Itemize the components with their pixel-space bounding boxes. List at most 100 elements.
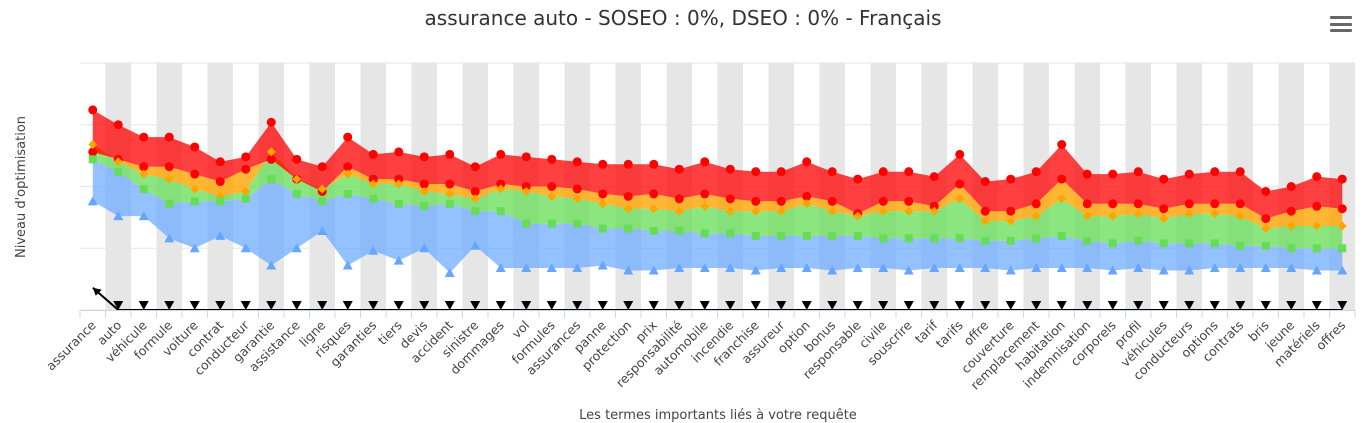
marker-high	[1261, 214, 1271, 224]
marker-low	[1210, 239, 1219, 248]
marker-page	[852, 301, 863, 310]
marker-min	[419, 243, 430, 253]
marker-min	[444, 267, 455, 277]
hamburger-menu-icon[interactable]	[1330, 16, 1352, 34]
marker-average	[394, 179, 404, 189]
marker-min	[1260, 263, 1271, 273]
marker-low	[879, 234, 888, 243]
marker-low	[216, 197, 225, 206]
marker-average	[343, 169, 353, 179]
marker-max	[878, 167, 888, 177]
marker-min	[1184, 265, 1195, 275]
marker-average	[1082, 211, 1092, 221]
marker-high	[190, 169, 200, 179]
marker-page	[1311, 301, 1322, 310]
marker-min	[1056, 263, 1067, 273]
marker-min	[189, 243, 200, 253]
marker-average	[1184, 209, 1194, 219]
marker-max	[929, 172, 939, 182]
marker-min	[495, 263, 506, 273]
marker-low	[165, 199, 174, 208]
marker-low	[573, 219, 582, 228]
marker-max	[419, 152, 429, 162]
marker-min	[623, 265, 634, 275]
marker-min	[546, 263, 557, 273]
marker-high	[623, 191, 633, 201]
marker-high	[1108, 199, 1118, 209]
marker-max	[266, 117, 276, 127]
marker-low	[777, 231, 786, 240]
marker-max	[317, 162, 327, 172]
marker-high	[419, 179, 429, 189]
marker-high	[1286, 206, 1296, 216]
marker-max	[521, 152, 531, 162]
marker-high	[470, 186, 480, 196]
marker-low	[1108, 239, 1117, 248]
marker-min	[929, 263, 940, 273]
marker-max	[343, 132, 353, 142]
marker-max	[1337, 174, 1347, 184]
marker-average	[241, 186, 251, 196]
marker-low	[1338, 244, 1347, 253]
marker-min	[291, 243, 302, 253]
marker-low	[471, 207, 480, 216]
marker-max	[1006, 174, 1016, 184]
marker-min	[1133, 263, 1144, 273]
marker-min	[266, 260, 277, 270]
marker-page	[929, 301, 940, 310]
marker-high	[1184, 199, 1194, 209]
marker-average	[88, 140, 98, 150]
x-tick-labels: assuranceautovéhiculeformulevoiturecontr…	[43, 317, 1348, 393]
marker-low	[904, 234, 913, 243]
marker-max	[572, 157, 582, 167]
marker-min	[164, 233, 175, 243]
marker-max	[955, 149, 965, 159]
marker-high	[751, 196, 761, 206]
marker-average	[139, 169, 149, 179]
marker-min	[113, 211, 124, 221]
area-low-average	[92, 144, 1343, 249]
marker-max	[547, 154, 557, 164]
x-tick-label: assurance	[43, 317, 99, 373]
marker-average	[470, 194, 480, 204]
marker-high	[980, 206, 990, 216]
marker-max	[496, 149, 506, 159]
marker-max	[1184, 169, 1194, 179]
marker-min	[470, 240, 481, 250]
marker-average	[1235, 211, 1245, 221]
marker-page	[980, 301, 991, 310]
marker-min	[87, 196, 98, 206]
marker-min	[954, 263, 965, 273]
marker-min	[521, 263, 532, 273]
marker-average	[1337, 221, 1347, 231]
marker-high	[572, 184, 582, 194]
marker-average	[598, 199, 608, 209]
marker-max	[113, 120, 123, 130]
marker-max	[980, 177, 990, 187]
marker-min	[1286, 263, 1297, 273]
marker-average	[1261, 223, 1271, 233]
marker-page	[444, 301, 455, 310]
series-areas	[92, 109, 1343, 273]
marker-min	[699, 263, 710, 273]
area-average-high	[92, 144, 1343, 229]
marker-high	[1031, 199, 1041, 209]
marker-high	[445, 179, 455, 189]
marker-average	[1057, 194, 1067, 204]
marker-min	[368, 245, 379, 255]
marker-page	[1056, 301, 1067, 310]
marker-high	[1337, 204, 1347, 214]
marker-min	[980, 263, 991, 273]
marker-average	[317, 184, 327, 194]
marker-low	[1134, 236, 1143, 245]
marker-page	[164, 301, 175, 310]
marker-max	[445, 149, 455, 159]
marker-min	[903, 265, 914, 275]
marker-high	[343, 162, 353, 172]
marker-max	[1261, 186, 1271, 196]
marker-average	[751, 206, 761, 216]
marker-average	[547, 191, 557, 201]
marker-low	[445, 199, 454, 208]
marker-high	[164, 162, 174, 172]
